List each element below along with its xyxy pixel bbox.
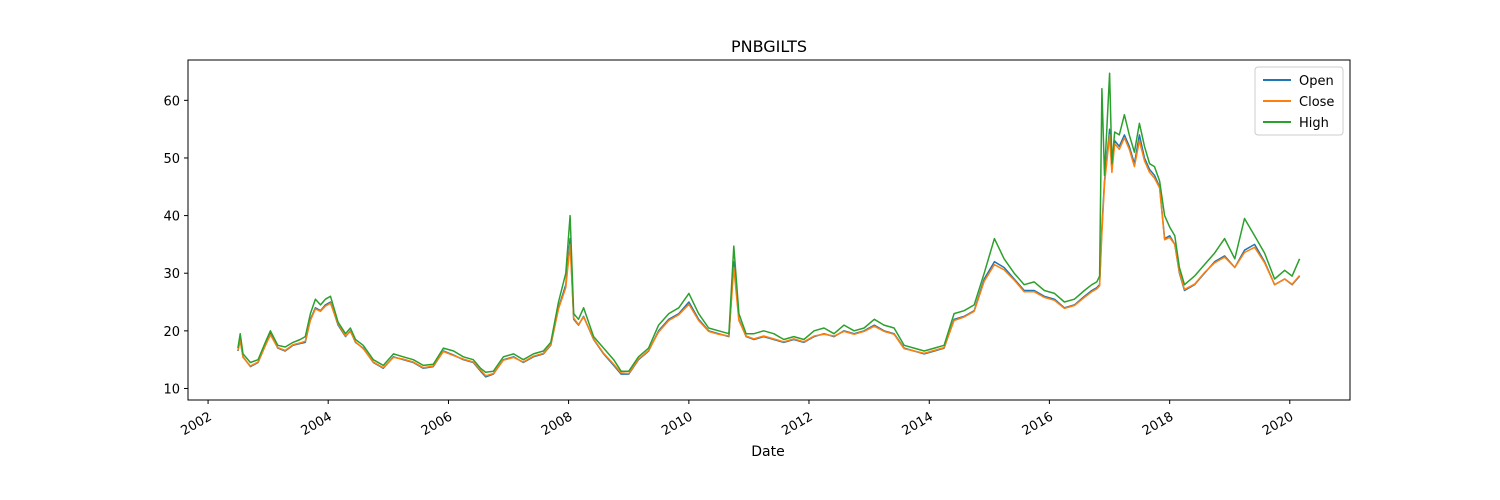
legend-box [1254, 66, 1344, 136]
x-tick-label: 2008 [539, 409, 575, 439]
y-tick-label: 10 [163, 382, 180, 397]
x-tick-label: 2014 [900, 409, 936, 439]
x-tick-label: 2018 [1140, 409, 1176, 439]
series-layer [237, 72, 1301, 378]
y-tick-label: 50 [163, 152, 180, 167]
series-line-high [237, 72, 1301, 374]
chart-title: PNBGILTS [731, 37, 807, 56]
plot-area-frame [187, 59, 1351, 401]
x-tick-label: 2020 [1260, 409, 1296, 439]
y-tick-label: 20 [163, 325, 180, 340]
legend: Open Close High [1254, 66, 1344, 136]
x-axis: 2002 2004 2006 2008 2010 2012 2014 2016 2018 2020 [178, 400, 1296, 439]
x-tick-label: 2004 [299, 409, 335, 439]
y-tick-label: 40 [163, 210, 180, 225]
x-tick-label: 2010 [659, 409, 695, 439]
y-tick-label: 30 [163, 267, 180, 282]
x-tick-label: 2012 [779, 409, 815, 439]
legend-label-high: High [1299, 116, 1329, 131]
series-line-open [237, 128, 1301, 378]
series-line-close [237, 134, 1301, 377]
legend-label-open: Open [1299, 74, 1334, 89]
y-axis: 10 20 30 40 50 60 [163, 94, 188, 397]
legend-label-close: Close [1299, 95, 1334, 110]
y-tick-label: 60 [163, 94, 180, 109]
x-axis-label: Date [751, 444, 784, 460]
x-tick-label: 2002 [178, 409, 214, 439]
x-tick-label: 2016 [1020, 409, 1056, 439]
x-tick-label: 2006 [419, 409, 455, 439]
